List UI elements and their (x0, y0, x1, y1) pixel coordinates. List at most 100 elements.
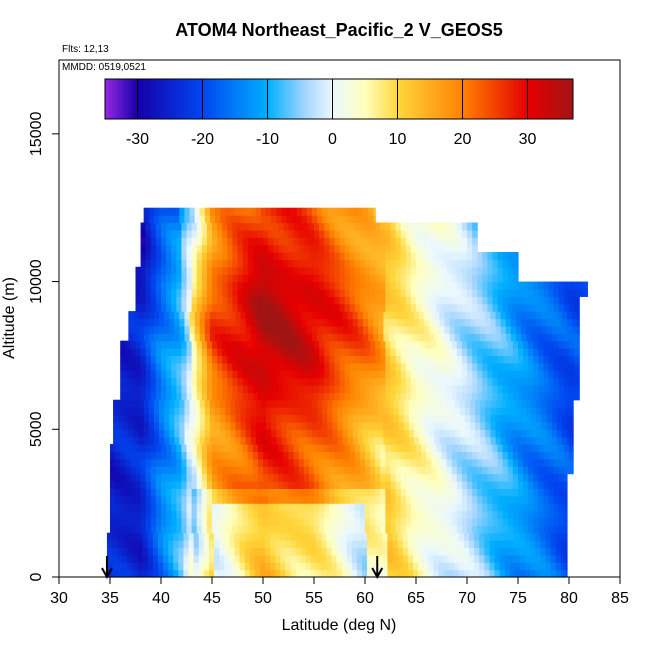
heatmap-cell (563, 370, 570, 379)
heatmap-cell (161, 488, 167, 497)
heatmap-cell (234, 540, 241, 549)
heatmap-cell (329, 303, 335, 312)
heatmap-cell (166, 237, 172, 246)
heatmap-cell (189, 436, 196, 445)
heatmap-cell (390, 392, 397, 401)
heatmap-cell (421, 340, 427, 349)
heatmap-cell (152, 562, 159, 571)
heatmap-cell (410, 222, 417, 231)
heatmap-cell (533, 444, 539, 453)
heatmap-cell (257, 362, 264, 371)
heatmap-cell (176, 392, 182, 401)
heatmap-cell (565, 554, 568, 563)
heatmap-cell (441, 222, 448, 231)
heatmap-cell (410, 296, 417, 305)
heatmap-cell (155, 488, 162, 497)
heatmap-cell (451, 362, 458, 371)
heatmap-cell (247, 458, 254, 467)
heatmap-cell (439, 311, 446, 320)
heatmap-cell (410, 288, 417, 297)
heatmap-cell (485, 421, 492, 430)
heatmap-cell (354, 288, 361, 297)
heatmap-cell (166, 355, 172, 364)
heatmap-cell (275, 540, 281, 549)
heatmap-cell (257, 281, 264, 290)
heatmap-cell (354, 370, 361, 379)
heatmap-cell (550, 554, 557, 563)
heatmap-cell (405, 237, 412, 246)
heatmap-cell (502, 480, 509, 489)
y-axis-label: Altitude (m) (1, 277, 18, 359)
heatmap-cell (485, 333, 492, 342)
heatmap-cell (451, 259, 458, 268)
heatmap-cell (495, 414, 502, 423)
heatmap-cell (569, 466, 574, 475)
heatmap-cell (329, 384, 335, 393)
heatmap-cell (186, 252, 193, 261)
colorbar-swatch (521, 79, 525, 119)
heatmap-cell (140, 392, 147, 401)
heatmap-cell (525, 569, 531, 578)
heatmap-cell (553, 495, 560, 504)
heatmap-cell (298, 222, 305, 231)
heatmap-cell (276, 429, 282, 438)
heatmap-cell (474, 540, 480, 549)
heatmap-cell (273, 495, 279, 504)
heatmap-cell (212, 266, 218, 275)
heatmap-cell (400, 384, 407, 393)
heatmap-cell (242, 466, 249, 475)
heatmap-cell (407, 532, 414, 541)
heatmap-cell (113, 407, 119, 416)
heatmap-cell (477, 274, 483, 283)
heatmap-cell (431, 517, 437, 526)
heatmap-cell (171, 488, 177, 497)
heatmap-cell (551, 407, 558, 416)
heatmap-cell (206, 503, 213, 512)
heatmap-cell (164, 421, 170, 430)
heatmap-cell (240, 325, 247, 334)
heatmap-cell (245, 436, 252, 445)
heatmap-cell (206, 444, 213, 453)
heatmap-cell (281, 318, 288, 327)
heatmap-cell (441, 444, 448, 453)
heatmap-cell (145, 466, 152, 475)
heatmap-cell (334, 377, 341, 386)
heatmap-cell (158, 407, 165, 416)
heatmap-cell (541, 333, 548, 342)
heatmap-cell (140, 229, 147, 238)
heatmap-cell (166, 281, 172, 290)
heatmap-cell (169, 333, 175, 342)
heatmap-cell (444, 436, 451, 445)
heatmap-cell (487, 266, 494, 275)
heatmap-cell (161, 480, 167, 489)
heatmap-cell (477, 370, 483, 379)
heatmap-cell (499, 569, 506, 578)
heatmap-cell (288, 237, 295, 246)
heatmap-cell (120, 517, 126, 526)
heatmap-cell (356, 562, 363, 571)
heatmap-cell (247, 222, 254, 231)
heatmap-cell (283, 392, 290, 401)
heatmap-cell (341, 532, 348, 541)
heatmap-cell (347, 421, 354, 430)
heatmap-cell (365, 237, 371, 246)
heatmap-cell (319, 392, 325, 401)
heatmap-cell (495, 429, 502, 438)
heatmap-cell (115, 480, 121, 489)
heatmap-cell (579, 288, 585, 297)
heatmap-cell (477, 377, 483, 386)
heatmap-cell (424, 311, 430, 320)
heatmap-cell (365, 296, 371, 305)
heatmap-cell (263, 480, 269, 489)
heatmap-cell (413, 421, 420, 430)
heatmap-cell (523, 458, 529, 467)
heatmap-cell (395, 510, 402, 519)
heatmap-cell (181, 340, 188, 349)
heatmap-cell (212, 458, 218, 467)
heatmap-cell (446, 377, 453, 386)
colorbar-swatch (202, 79, 207, 119)
heatmap-cell (507, 303, 514, 312)
heatmap-cell (305, 547, 312, 556)
heatmap-cell (383, 325, 390, 334)
heatmap-cell (135, 377, 142, 386)
